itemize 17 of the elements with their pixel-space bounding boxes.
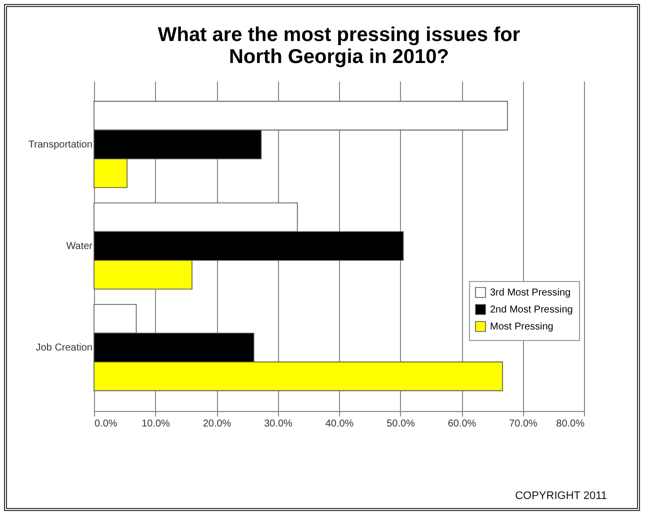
x-tick-label: 60.0%	[448, 418, 476, 430]
legend-label: 3rd Most Pressing	[490, 288, 571, 298]
x-tick-label: 70.0%	[509, 418, 538, 430]
chart-title: What are the most pressing issues for North Georgia in 2010?	[158, 24, 520, 68]
legend-label: 2nd Most Pressing	[490, 304, 573, 316]
x-tick-label: 40.0%	[325, 418, 354, 430]
y-tick-label: Water	[66, 241, 94, 252]
x-tick-label: 20.0%	[202, 418, 232, 430]
x-tick-label: 0.0%	[94, 418, 118, 430]
x-tick-label: 30.0%	[264, 418, 293, 430]
legend-label: Most Pressing	[490, 322, 554, 332]
text: COPYRIGHT 2011	[515, 490, 607, 502]
x-tick-label: 10.0%	[142, 418, 170, 430]
x-tick-label: 50.0%	[386, 418, 416, 430]
y-tick-label: Transportation	[28, 139, 92, 150]
y-tick-label: Job Creation	[36, 342, 92, 354]
x-tick-label: 80.0%	[556, 418, 585, 430]
